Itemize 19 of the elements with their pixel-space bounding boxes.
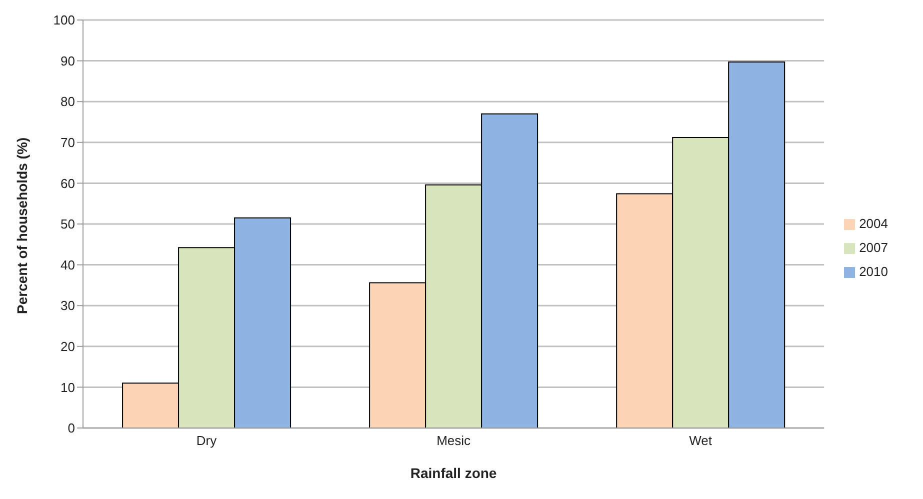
y-tick-label: 40 — [60, 257, 75, 272]
y-axis-title: Percent of households (%) — [14, 137, 30, 314]
legend-label: 2010 — [859, 264, 888, 279]
x-tick-label: Mesic — [436, 433, 472, 448]
x-tick-label: Wet — [689, 433, 712, 448]
y-tick-label: 90 — [60, 53, 75, 68]
y-tick-label: 20 — [60, 339, 75, 354]
y-tick-label: 10 — [60, 380, 75, 395]
y-tick-label: 80 — [60, 94, 75, 110]
y-tick-label: 30 — [60, 298, 75, 314]
x-axis-title: Rainfall zone — [410, 465, 497, 481]
x-tick-label: Dry — [196, 433, 218, 448]
y-tick-label: 70 — [60, 135, 75, 150]
y-tick-label: 100 — [53, 12, 75, 28]
legend-label: 2004 — [859, 216, 888, 231]
y-tick-label: 0 — [68, 420, 75, 436]
legend-label: 2007 — [859, 240, 888, 255]
y-tick-label: 50 — [60, 216, 75, 232]
y-tick-label: 60 — [60, 176, 75, 191]
